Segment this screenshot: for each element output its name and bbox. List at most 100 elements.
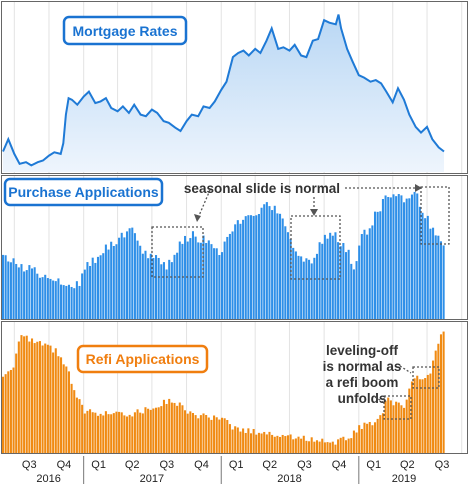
refi-bar-162 (429, 373, 432, 453)
refi-title-box (76, 344, 209, 374)
refi-bar-153 (405, 399, 408, 453)
purchase-bar-51 (136, 240, 139, 319)
refi-bar-48 (128, 414, 131, 453)
purchase-bar-57 (152, 258, 155, 319)
refi-bar-164 (434, 350, 437, 453)
purchase-bar-27 (73, 288, 76, 319)
purchase-bar-55 (147, 258, 150, 319)
refi-applications-panel: Refi Applications leveling-off is normal… (1, 321, 468, 454)
seasonal-arrowhead-2017 (194, 214, 201, 222)
refi-bar-97 (257, 432, 260, 453)
refi-title: Refi Applications (86, 351, 200, 367)
x-tick-label-6: Q1 (229, 459, 244, 471)
refi-bar-103 (273, 436, 276, 453)
refi-bar-20 (54, 348, 57, 453)
purchase-bar-143 (379, 211, 382, 319)
refi-bar-66 (176, 405, 179, 453)
refi-bar-72 (191, 413, 194, 453)
purchase-bar-59 (157, 257, 160, 319)
refi-bar-11 (30, 338, 34, 453)
refi-bar-83 (220, 417, 224, 453)
purchase-bar-6 (17, 267, 20, 319)
refi-bar-22 (60, 357, 63, 453)
purchase-bar-122 (323, 234, 326, 319)
refi-bar-29 (78, 399, 81, 453)
refi-bar-57 (152, 408, 155, 453)
purchase-bar-104 (276, 213, 279, 319)
seasonal-annotation-text: seasonal slide is normal (184, 181, 340, 196)
purchase-bar-50 (133, 233, 136, 319)
refi-bar-60 (160, 406, 163, 453)
refi-bar-9 (25, 335, 28, 453)
refi-bar-147 (389, 400, 392, 453)
refi-bar-85 (226, 420, 229, 453)
refi-bar-119 (315, 440, 319, 453)
refi-bar-88 (234, 426, 237, 453)
purchase-title-box (3, 177, 164, 207)
purchase-bar-128 (339, 246, 342, 319)
purchase-bar-43 (115, 244, 118, 319)
purchase-bar-20 (54, 281, 57, 319)
refi-gridlines (13, 322, 463, 453)
purchase-bar-161 (426, 215, 429, 319)
refi-bar-126 (334, 444, 337, 453)
purchase-bar-16 (44, 274, 47, 319)
purchase-bar-157 (416, 193, 419, 319)
purchase-bar-136 (360, 234, 363, 319)
purchase-bar-129 (342, 242, 345, 319)
purchase-bar-37 (99, 255, 102, 319)
purchase-bar-61 (162, 262, 165, 319)
purchase-bar-82 (218, 255, 221, 319)
purchase-bar-63 (168, 259, 171, 319)
refi-bar-59 (157, 407, 160, 453)
refi-bar-51 (136, 409, 139, 453)
purchase-bar-71 (189, 238, 192, 319)
refi-bar-143 (379, 415, 382, 453)
refi-bar-146 (387, 397, 390, 453)
refi-bar-2 (7, 371, 10, 453)
purchase-bar-38 (102, 253, 105, 319)
purchase-bar-46 (123, 237, 126, 319)
refi-bar-89 (236, 427, 239, 453)
refi-bar-35 (94, 412, 97, 453)
refi-annotation-line-1: leveling-off (326, 343, 399, 358)
purchase-bar-149 (395, 196, 398, 319)
refi-annotation-line-2: is normal as (323, 359, 402, 374)
refi-bar-95 (252, 428, 255, 453)
purchase-bar-42 (112, 246, 115, 319)
purchase-bar-56 (149, 253, 152, 319)
refi-bar-32 (86, 410, 89, 453)
refi-bar-25 (67, 371, 70, 453)
purchase-bar-154 (408, 198, 411, 319)
refi-bars (1, 331, 445, 453)
purchase-bar-48 (128, 228, 131, 319)
refi-bar-100 (265, 434, 268, 453)
purchase-bar-115 (305, 258, 308, 319)
refi-bar-113 (300, 438, 303, 453)
refi-bar-87 (231, 429, 234, 453)
purchase-bar-89 (236, 220, 239, 319)
refi-bar-145 (384, 400, 387, 453)
refi-bar-15 (41, 345, 44, 453)
purchase-bar-134 (355, 261, 358, 319)
purchase-bar-107 (284, 226, 287, 319)
purchase-bar-33 (89, 265, 92, 319)
refi-bar-54 (144, 407, 147, 453)
purchase-bar-9 (25, 270, 28, 319)
purchase-bar-53 (141, 253, 144, 319)
x-tick-label-1: Q4 (57, 459, 72, 471)
purchase-bar-40 (107, 249, 110, 319)
refi-bar-115 (305, 440, 308, 453)
purchase-bar-121 (321, 243, 324, 319)
purchase-bar-120 (318, 242, 321, 319)
refi-bar-132 (350, 438, 353, 453)
purchase-bar-167 (442, 245, 445, 319)
refi-bar-152 (403, 407, 406, 453)
purchase-bar-95 (252, 215, 255, 319)
purchase-bar-88 (234, 224, 237, 319)
purchase-bar-39 (104, 244, 107, 319)
refi-bar-75 (199, 415, 202, 453)
purchase-bar-124 (329, 232, 332, 319)
purchase-bar-102 (271, 210, 274, 319)
refi-bar-26 (70, 383, 73, 453)
